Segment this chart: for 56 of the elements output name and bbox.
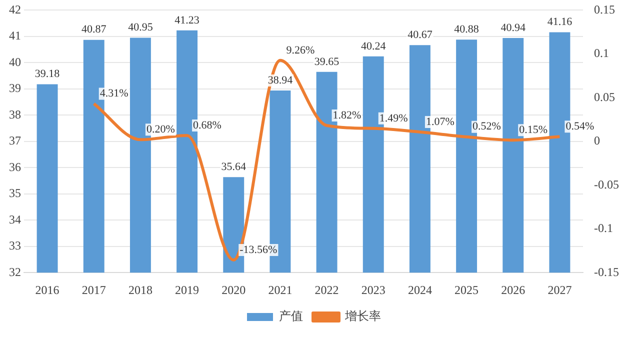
data-label: 40.67 bbox=[408, 28, 433, 41]
legend-label: 增长率 bbox=[344, 309, 381, 324]
y2-tick-label: -0.1 bbox=[594, 221, 614, 236]
y-tick-label: 34 bbox=[9, 212, 21, 226]
x-tick-label: 2018 bbox=[128, 282, 152, 297]
data-label: 40.94 bbox=[500, 22, 526, 34]
x-tick-label: 2017 bbox=[82, 282, 106, 297]
y2-tick-label: -0.15 bbox=[594, 264, 620, 279]
y2-tick-label: 0.1 bbox=[594, 46, 610, 60]
x-tick-label: 2026 bbox=[501, 282, 526, 297]
x-tick-label: 2024 bbox=[408, 282, 432, 297]
x-tick-label: 2027 bbox=[548, 282, 572, 297]
y-tick-label: 39 bbox=[9, 81, 21, 96]
y-tick-label: 38 bbox=[9, 107, 21, 122]
legend-label: 产值 bbox=[279, 309, 303, 324]
data-label: 0.54% bbox=[566, 120, 594, 133]
y-tick-label: 41 bbox=[9, 28, 21, 43]
y-tick-label: 40 bbox=[9, 54, 21, 69]
x-tick-label: 2023 bbox=[361, 282, 386, 297]
data-label: 0.15% bbox=[519, 124, 548, 136]
x-tick-label: 2020 bbox=[222, 282, 246, 297]
data-label: 40.87 bbox=[82, 24, 107, 36]
x-tick-label: 2016 bbox=[35, 282, 60, 297]
data-label: 0.52% bbox=[472, 120, 501, 133]
data-label: 35.64 bbox=[221, 160, 246, 173]
y-tick-label: 32 bbox=[9, 264, 21, 279]
data-label: 39.18 bbox=[34, 68, 60, 80]
data-label: 4.31% bbox=[100, 88, 128, 100]
line-series bbox=[92, 58, 562, 262]
y-tick-label: 35 bbox=[9, 186, 21, 200]
y2-tick-label: 0 bbox=[594, 134, 600, 148]
x-tick-label: 2019 bbox=[175, 282, 200, 297]
data-label: -13.56% bbox=[240, 244, 278, 256]
y2-tick-label: 0.15 bbox=[594, 2, 616, 16]
y-tick-label: 33 bbox=[9, 238, 21, 253]
data-label: 0.68% bbox=[193, 119, 222, 132]
data-label: 40.24 bbox=[361, 40, 386, 52]
data-label: 40.95 bbox=[128, 22, 154, 34]
data-label: 38.94 bbox=[268, 74, 294, 86]
y2-tick-label: -0.05 bbox=[594, 177, 620, 192]
y-tick-label: 36 bbox=[9, 160, 21, 174]
data-label: 39.65 bbox=[314, 56, 340, 68]
data-label: 1.49% bbox=[379, 112, 408, 124]
x-tick-label: 2021 bbox=[268, 282, 292, 297]
x-tick-label: 2022 bbox=[314, 282, 339, 297]
data-label: 9.26% bbox=[286, 44, 315, 56]
data-label: 1.07% bbox=[426, 116, 454, 128]
y-tick-label: 37 bbox=[9, 134, 21, 148]
data-label: 0.20% bbox=[146, 124, 175, 136]
y2-tick-label: 0.05 bbox=[594, 90, 616, 104]
data-label: 1.82% bbox=[332, 109, 362, 122]
x-tick-label: 2025 bbox=[454, 282, 479, 297]
data-label: 41.23 bbox=[174, 14, 200, 26]
data-label: 40.88 bbox=[454, 23, 480, 36]
y-tick-label: 42 bbox=[9, 2, 21, 16]
data-label: 41.16 bbox=[547, 16, 573, 28]
